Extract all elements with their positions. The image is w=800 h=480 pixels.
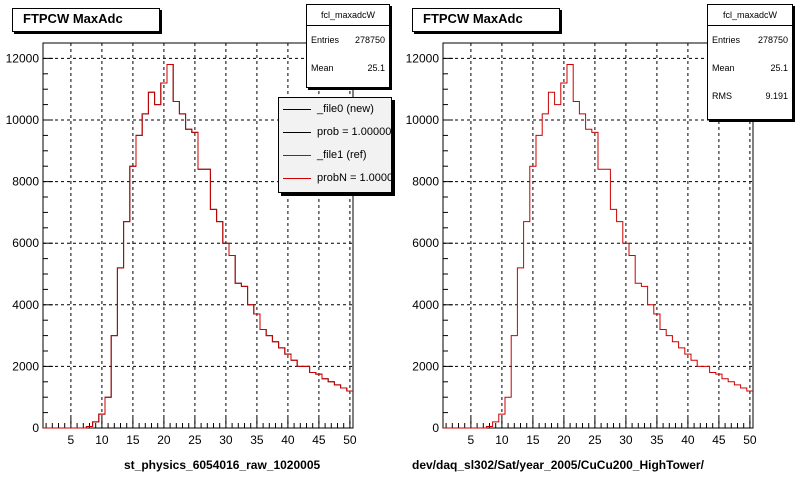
left-stats-box: fcl_maxadcW Entries 278750 Mean 25.1 — [306, 4, 390, 88]
legend-swatch-probn — [283, 178, 311, 179]
left-y-tick-label: 2000 — [12, 359, 39, 373]
legend-label-probn: probN = 1.000000 — [317, 172, 392, 184]
left-stats-entries-label: Entries — [311, 35, 340, 45]
left-x-tick-label: 30 — [219, 433, 233, 447]
right-plot-title: FTPCW MaxAdc — [412, 8, 560, 32]
right-stats-box: fcl_maxadcW Entries 278750 Mean 25.1 RMS… — [707, 4, 793, 120]
left-stats-entries-value: 278750 — [354, 35, 385, 45]
left-y-tick-label: 10000 — [6, 113, 40, 127]
right-y-tick-label: 0 — [432, 421, 439, 435]
right-x-tick-label: 20 — [557, 433, 571, 447]
left-stats-mean-label: Mean — [311, 63, 334, 73]
left-x-tick-label: 50 — [343, 433, 357, 447]
right-x-tick-label: 15 — [526, 433, 540, 447]
right-stats-entries: Entries 278750 — [708, 26, 792, 54]
left-y-tick-label: 12000 — [6, 51, 40, 65]
right-stats-rms: RMS 9.191 — [708, 82, 792, 110]
right-stats-entries-label: Entries — [712, 35, 741, 45]
left-x-tick-label: 15 — [126, 433, 140, 447]
legend-label-new: _file0 (new) — [317, 103, 374, 115]
legend-swatch-ref — [283, 155, 311, 156]
left-plot-frame — [42, 42, 354, 429]
right-y-tick-label: 8000 — [412, 175, 439, 189]
left-plot-title: FTPCW MaxAdc — [12, 8, 160, 32]
left-stats-entries: Entries 278750 — [307, 26, 389, 54]
legend-swatch-new — [283, 109, 311, 110]
right-x-tick-label: 25 — [588, 433, 602, 447]
left-stats-mean: Mean 25.1 — [307, 54, 389, 82]
left-y-tick-label: 6000 — [12, 236, 39, 250]
left-stats-name: fcl_maxadcW — [307, 5, 389, 26]
right-stats-rms-value: 9.191 — [765, 91, 788, 101]
right-y-tick-label: 10000 — [406, 113, 440, 127]
right-x-tick-label: 5 — [468, 433, 475, 447]
left-x-tick-label: 35 — [250, 433, 264, 447]
left-plot: 5 10 15 20 25 30 35 40 45 50 0 2000 4000 6000 8000 1000… — [6, 42, 357, 447]
legend-entry-prob: prob = 1.000000 — [279, 121, 391, 144]
right-y-tick-label: 4000 — [412, 298, 439, 312]
right-stats-mean: Mean 25.1 — [708, 54, 792, 82]
legend-entry-new: _file0 (new) — [279, 98, 391, 121]
left-x-tick-label: 45 — [312, 433, 326, 447]
right-y-tick-label: 12000 — [406, 51, 440, 65]
right-histogram-series-0 — [443, 64, 753, 429]
left-y-tick-label: 4000 — [12, 298, 39, 312]
legend-label-prob: prob = 1.000000 — [317, 126, 392, 138]
right-x-tick-label: 10 — [495, 433, 509, 447]
right-stats-rms-label: RMS — [712, 91, 732, 101]
legend-label-ref: _file1 (ref) — [317, 149, 367, 161]
right-plot-frame — [442, 42, 754, 429]
legend-entry-probn: probN = 1.000000 — [279, 167, 391, 190]
right-y-tick-label: 6000 — [412, 236, 439, 250]
right-stats-mean-value: 25.1 — [770, 63, 788, 73]
left-stats-mean-value: 25.1 — [367, 63, 385, 73]
left-x-tick-label: 20 — [157, 433, 171, 447]
left-x-axis-title: st_physics_6054016_raw_1020005 — [124, 458, 321, 472]
right-x-tick-label: 40 — [681, 433, 695, 447]
legend-entry-ref: _file1 (ref) — [279, 144, 391, 167]
right-x-axis-title: dev/daq_sl302/Sat/year_2005/CuCu200_High… — [412, 458, 704, 472]
right-x-tick-label: 35 — [650, 433, 664, 447]
right-stats-mean-label: Mean — [712, 63, 735, 73]
right-stats-entries-value: 278750 — [757, 35, 788, 45]
left-legend: _file0 (new) prob = 1.000000 _file1 (ref… — [278, 97, 392, 193]
left-y-tick-label: 8000 — [12, 175, 39, 189]
left-x-tick-label: 10 — [95, 433, 109, 447]
right-x-tick-label: 45 — [712, 433, 726, 447]
right-x-tick-label: 50 — [743, 433, 757, 447]
right-plot: 5 10 15 20 25 30 35 40 45 50 0 2000 4000 6000 8000 1000… — [406, 42, 757, 447]
left-x-tick-label: 25 — [188, 433, 202, 447]
legend-swatch-prob — [283, 132, 311, 133]
right-stats-name: fcl_maxadcW — [708, 5, 792, 26]
right-y-tick-label: 2000 — [412, 359, 439, 373]
left-x-tick-label: 5 — [68, 433, 75, 447]
left-histogram-file1-ref — [43, 64, 353, 429]
left-y-tick-label: 0 — [32, 421, 39, 435]
left-x-tick-label: 40 — [281, 433, 295, 447]
right-x-tick-label: 30 — [619, 433, 633, 447]
